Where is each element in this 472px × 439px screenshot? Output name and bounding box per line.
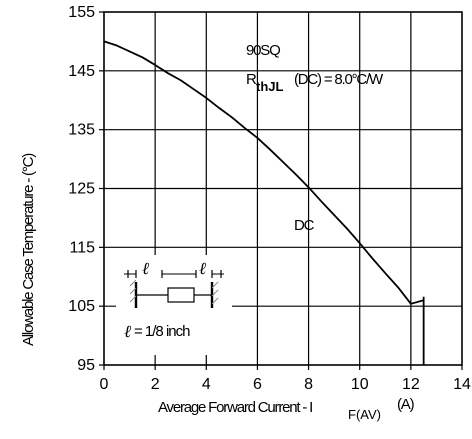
y-tick-label: 95 <box>77 357 95 374</box>
inset-background <box>116 255 232 355</box>
hatch-3 <box>129 295 137 303</box>
x-tick-label: 2 <box>151 376 160 393</box>
thermal-resistance-r: R <box>246 71 257 88</box>
x-tick-label: 0 <box>100 376 109 393</box>
lead-symbol-left: ℓ <box>142 259 149 279</box>
thermal-resistance-subscript: thJL <box>256 79 284 94</box>
x-axis-label-unit: (A) <box>397 396 415 413</box>
x-tick-label: 6 <box>253 376 262 393</box>
x-tick-labels: 0 2 4 6 8 10 12 14 <box>100 376 471 393</box>
lead-length-label: = 1/8 inch <box>134 323 190 340</box>
x-tick-label: 8 <box>304 376 313 393</box>
hatch-1 <box>129 279 137 287</box>
part-number-label: 90SQ <box>246 42 280 59</box>
thermal-resistance-value: (DC) = 8.0°C/W <box>294 71 384 88</box>
x-tick-label: 12 <box>402 376 420 393</box>
y-tick-label: 135 <box>68 122 95 139</box>
y-tick-label: 155 <box>68 4 95 21</box>
lead-length-inset: ℓ ℓ ℓ = 1/8 in <box>116 255 232 355</box>
lead-symbol-formula: ℓ <box>124 322 131 342</box>
y-tick-label: 115 <box>69 239 95 256</box>
x-tick-label: 10 <box>351 376 369 393</box>
y-axis-label: Allowable Case Temperature - (°C) <box>20 153 37 346</box>
hatch-5 <box>211 289 219 297</box>
y-tick-label: 145 <box>68 63 95 80</box>
y-tick-label: 125 <box>68 181 95 198</box>
x-tick-label: 4 <box>202 376 211 393</box>
series-line-dc <box>103 40 424 305</box>
series-group <box>103 40 425 365</box>
y-tick-label: 105 <box>68 298 95 315</box>
hatch-2 <box>129 287 137 295</box>
hatch-6 <box>211 297 219 305</box>
diode-body <box>167 287 195 303</box>
y-tick-labels: 155 145 135 125 115 105 95 <box>68 4 95 374</box>
x-axis-label: Average Forward Current - I <box>158 399 312 416</box>
lead-symbol-right: ℓ <box>199 259 206 279</box>
curve-label-dc: DC <box>294 217 315 234</box>
x-axis-label-subscript: F(AV) <box>348 407 381 422</box>
hatch-4 <box>211 281 219 289</box>
x-tick-label: 14 <box>453 376 471 393</box>
tick-marks <box>99 11 463 370</box>
